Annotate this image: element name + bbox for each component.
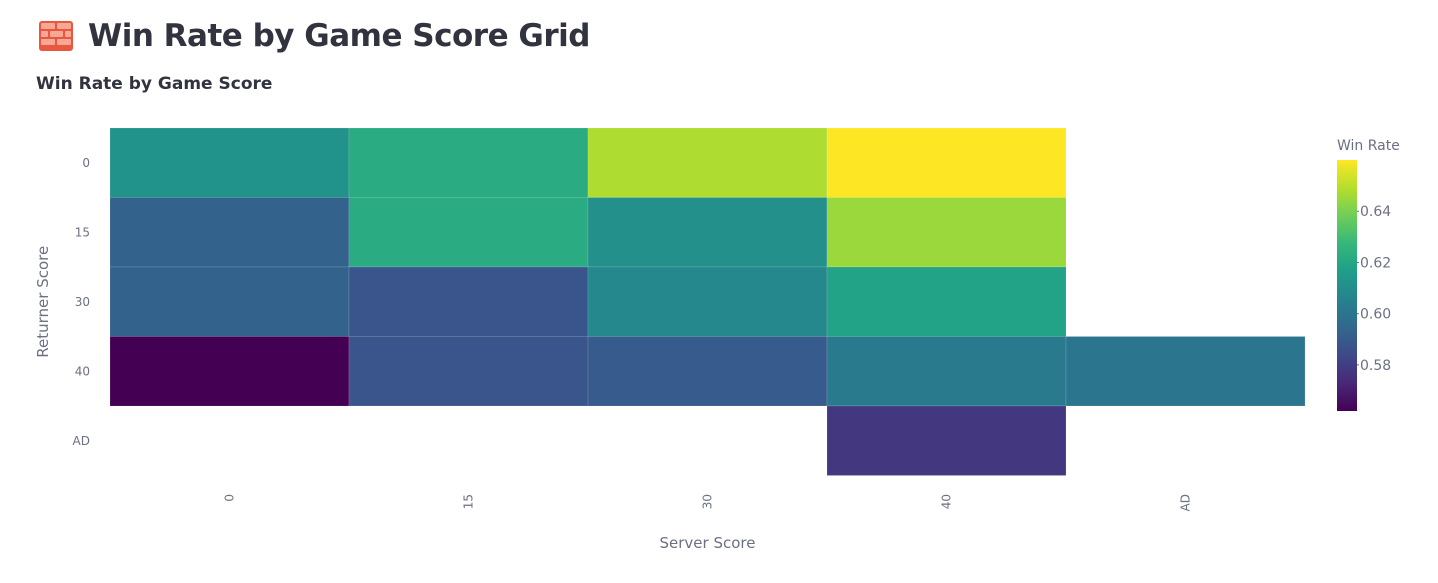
heatmap-cell [826,266,1067,337]
x-axis-title: Server Score [660,534,756,552]
heatmap-cell [109,266,350,337]
y-axis-title: Returner Score [34,246,52,358]
heatmap-cell [109,336,350,407]
chart-title: Win Rate by Game Score [36,74,273,94]
heatmap-cell [826,197,1067,268]
heatmap-cell [587,197,828,268]
y-tick-label: 40 [75,364,90,378]
colorbar-tick-label: 0.58 [1360,358,1391,374]
heatmap-cell [826,336,1067,407]
colorbar-tick-label: 0.62 [1360,255,1391,271]
heatmap-cell [1065,336,1306,407]
heatmap-cell [348,266,589,337]
colorbar-tick-label: 0.60 [1360,307,1391,323]
page-title: Win Rate by Game Score Grid [88,18,590,54]
x-tick-label: AD [1179,494,1193,511]
brick-icon [39,21,73,51]
x-tick-label: 30 [701,494,715,509]
colorbar-title: Win Rate [1337,138,1400,154]
heatmap-cell [826,127,1067,198]
x-tick-label: 40 [940,494,954,509]
heatmap-cell [348,336,589,407]
colorbar-ticks: 0.58 0.60 0.62 0.64 [1357,204,1391,374]
y-tick-label: 15 [75,225,90,239]
y-tick-label: 30 [75,295,90,309]
heatmap-cell [348,127,589,198]
x-tick-label: 15 [462,494,476,509]
x-tick-label: 0 [223,494,237,502]
y-tick-label: AD [73,434,90,448]
heatmap-cell [587,127,828,198]
y-tick-label: 0 [82,156,90,170]
heatmap-cell [109,197,350,268]
heatmap-cell [587,266,828,337]
heatmap-cell [826,405,1067,476]
heatmap-cell [587,336,828,407]
heatmap-cell [348,197,589,268]
x-axis-ticks: 0 15 30 40 AD [223,494,1193,511]
heatmap-cells [109,127,1306,476]
heatmap-cell [109,127,350,198]
page-header: Win Rate by Game Score Grid [38,12,590,60]
colorbar-tick-label: 0.64 [1360,204,1391,220]
colorbar [1337,160,1357,411]
y-axis-ticks: 0 15 30 40 AD [73,156,90,448]
